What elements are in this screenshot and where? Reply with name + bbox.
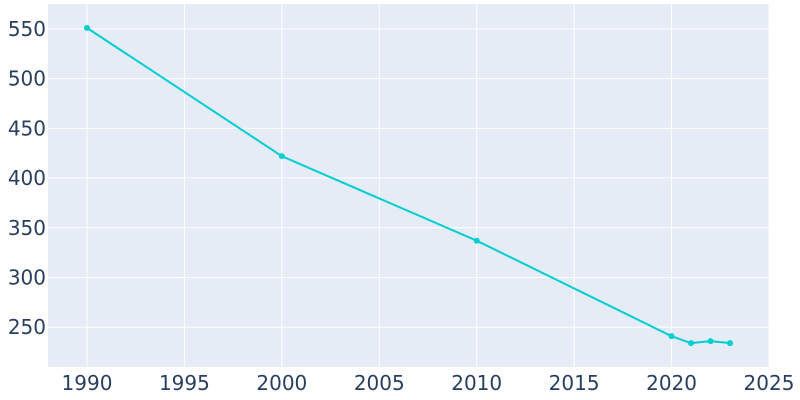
y-grid <box>48 28 769 328</box>
y-tick-label: 450 <box>8 116 46 140</box>
y-tick-label: 550 <box>8 17 46 41</box>
x-tick-label: 2020 <box>646 371 697 395</box>
x-tick-label: 2000 <box>256 371 307 395</box>
data-point[interactable] <box>83 24 90 31</box>
x-tick-label: 2010 <box>451 371 502 395</box>
y-tick-label: 500 <box>8 67 46 91</box>
y-tick-label: 250 <box>8 315 46 339</box>
x-axis-ticks: 1990 1995 2000 2005 2010 2015 2020 2025 <box>62 371 795 395</box>
x-grid <box>86 4 770 367</box>
x-tick-label: 2005 <box>354 371 405 395</box>
data-point[interactable] <box>668 333 675 340</box>
x-tick-label: 1990 <box>62 371 113 395</box>
series-layer <box>83 24 734 347</box>
y-tick-label: 400 <box>8 166 46 190</box>
data-point[interactable] <box>473 237 480 244</box>
data-point[interactable] <box>688 340 695 347</box>
x-tick-label: 1995 <box>159 371 210 395</box>
x-tick-label: 2015 <box>549 371 600 395</box>
data-point[interactable] <box>707 338 714 345</box>
data-point[interactable] <box>278 153 285 160</box>
plot-area <box>48 4 769 367</box>
y-axis-ticks: 250 300 350 400 450 500 550 <box>8 17 46 339</box>
x-tick-label: 2025 <box>744 371 795 395</box>
data-point[interactable] <box>727 340 734 347</box>
y-tick-label: 350 <box>8 216 46 240</box>
y-tick-label: 300 <box>8 265 46 289</box>
